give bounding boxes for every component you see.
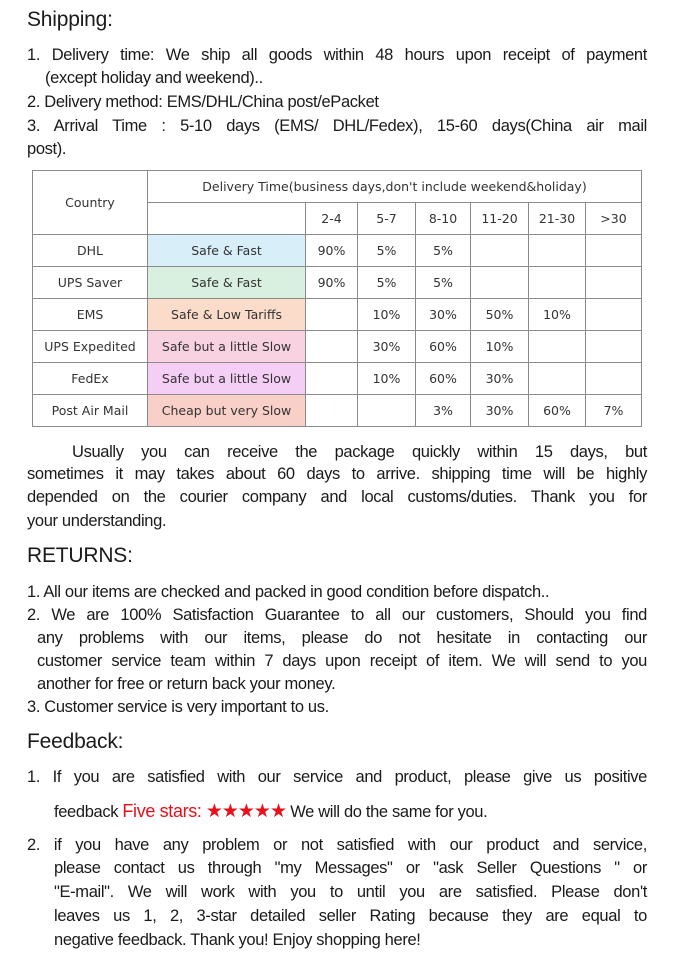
shipping-line: 3. Arrival Time : 5-10 days (EMS/ DHL/Fe… bbox=[27, 117, 647, 135]
returns-line: 2. We are 100% Satisfaction Guarantee to… bbox=[27, 606, 647, 624]
delivery-time-table: Country Delivery Time(business days,don'… bbox=[32, 170, 642, 427]
percent-cell: 10% bbox=[470, 330, 529, 363]
percent-cell bbox=[305, 330, 358, 363]
table-row: UPS Expedited Safe but a little Slow 30% 60… bbox=[32, 330, 642, 363]
shipping-line: (except holiday and weekend).. bbox=[45, 69, 263, 87]
percent-cell: 10% bbox=[357, 362, 416, 395]
feedback-line: please contact us through "my Messages" … bbox=[54, 859, 647, 877]
percent-cell bbox=[357, 394, 416, 427]
percent-cell bbox=[585, 330, 642, 363]
shipping-line: post). bbox=[27, 140, 67, 158]
percent-cell bbox=[528, 330, 586, 363]
range-header: 5-7 bbox=[357, 202, 416, 235]
percent-cell: 10% bbox=[528, 298, 586, 331]
percent-cell: 30% bbox=[357, 330, 416, 363]
note-line: depended on the courier company and loca… bbox=[27, 488, 647, 506]
percent-cell bbox=[585, 362, 642, 395]
feedback-text: feedback bbox=[54, 803, 123, 821]
feedback-line: leaves us 1, 2, 3-star detailed seller R… bbox=[54, 907, 647, 925]
shipping-line: 1. Delivery time: We ship all goods with… bbox=[27, 46, 647, 64]
feedback-text: We will do the same for you. bbox=[290, 803, 488, 821]
percent-cell: 30% bbox=[470, 394, 529, 427]
carrier-cell: UPS Saver bbox=[32, 266, 148, 299]
service-note-cell: Safe but a little Slow bbox=[147, 362, 306, 395]
range-header: >30 bbox=[585, 202, 642, 235]
percent-cell bbox=[305, 362, 358, 395]
returns-line: any problems with our items, please do n… bbox=[37, 629, 647, 647]
feedback-line: "E-mail". We will work with you to until… bbox=[54, 883, 647, 901]
range-header: 11-20 bbox=[470, 202, 529, 235]
range-header: 21-30 bbox=[528, 202, 586, 235]
percent-cell: 10% bbox=[357, 298, 416, 331]
shipping-line: 2. Delivery method: EMS/DHL/China post/e… bbox=[27, 93, 379, 111]
feedback-line: 2. if you have any problem or not satisf… bbox=[27, 836, 647, 854]
percent-cell: 5% bbox=[357, 266, 416, 299]
returns-heading: RETURNS: bbox=[27, 544, 133, 567]
percent-cell bbox=[585, 298, 642, 331]
range-header: 2-4 bbox=[305, 202, 358, 235]
service-note-cell: Cheap but very Slow bbox=[147, 394, 306, 427]
percent-cell bbox=[470, 266, 529, 299]
percent-cell: 5% bbox=[415, 266, 471, 299]
table-row: DHL Safe & Fast 90% 5% 5% bbox=[32, 234, 642, 267]
percent-cell bbox=[585, 234, 642, 267]
percent-cell: 90% bbox=[305, 266, 358, 299]
percent-cell bbox=[470, 234, 529, 267]
percent-cell: 60% bbox=[415, 330, 471, 363]
range-header: 8-10 bbox=[415, 202, 471, 235]
percent-cell: 50% bbox=[470, 298, 529, 331]
delivery-time-header: Delivery Time(business days,don't includ… bbox=[147, 170, 642, 203]
percent-cell: 30% bbox=[415, 298, 471, 331]
carrier-cell: UPS Expedited bbox=[32, 330, 148, 363]
feedback-stars-line: feedback Five stars: ★★★★★ We will do th… bbox=[54, 800, 488, 823]
percent-cell bbox=[528, 266, 586, 299]
percent-cell bbox=[528, 234, 586, 267]
percent-cell: 5% bbox=[415, 234, 471, 267]
carrier-cell: EMS bbox=[32, 298, 148, 331]
percent-cell bbox=[305, 394, 358, 427]
note-line: your understanding. bbox=[27, 512, 167, 530]
percent-cell: 90% bbox=[305, 234, 358, 267]
feedback-heading: Feedback: bbox=[27, 730, 124, 753]
five-stars-label: Five stars: bbox=[122, 801, 202, 821]
service-note-cell: Safe & Fast bbox=[147, 266, 306, 299]
percent-cell: 30% bbox=[470, 362, 529, 395]
returns-line: 1. All our items are checked and packed … bbox=[27, 583, 550, 601]
blank-cell bbox=[147, 202, 306, 235]
carrier-cell: DHL bbox=[32, 234, 148, 267]
country-header: Country bbox=[32, 170, 148, 235]
returns-line: 3. Customer service is very important to… bbox=[27, 698, 329, 716]
service-note-cell: Safe & Fast bbox=[147, 234, 306, 267]
percent-cell: 60% bbox=[528, 394, 586, 427]
table-row: UPS Saver Safe & Fast 90% 5% 5% bbox=[32, 266, 642, 299]
service-note-cell: Safe & Low Tariffs bbox=[147, 298, 306, 331]
star-icons: ★★★★★ bbox=[205, 801, 287, 822]
shipping-heading: Shipping: bbox=[27, 8, 113, 31]
percent-cell bbox=[585, 266, 642, 299]
carrier-cell: FedEx bbox=[32, 362, 148, 395]
percent-cell: 3% bbox=[415, 394, 471, 427]
feedback-line: negative feedback. Thank you! Enjoy shop… bbox=[54, 931, 421, 949]
service-note-cell: Safe but a little Slow bbox=[147, 330, 306, 363]
returns-line: customer service team within 7 days upon… bbox=[37, 652, 647, 670]
note-line: Usually you can receive the package quic… bbox=[72, 443, 647, 461]
note-line: sometimes it may takes about 60 days to … bbox=[27, 465, 647, 483]
percent-cell bbox=[305, 298, 358, 331]
percent-cell: 7% bbox=[585, 394, 642, 427]
percent-cell: 60% bbox=[415, 362, 471, 395]
percent-cell: 5% bbox=[357, 234, 416, 267]
percent-cell bbox=[528, 362, 586, 395]
carrier-cell: Post Air Mail bbox=[32, 394, 148, 427]
table-row: Post Air Mail Cheap but very Slow 3% 30% 60%… bbox=[32, 394, 642, 427]
returns-line: another for free or return back your mon… bbox=[37, 675, 336, 693]
feedback-line: 1. If you are satisfied with our service… bbox=[27, 768, 647, 786]
table-row: EMS Safe & Low Tariffs 10% 30% 50% 10% bbox=[32, 298, 642, 331]
table-row: FedEx Safe but a little Slow 10% 60% 30% bbox=[32, 362, 642, 395]
